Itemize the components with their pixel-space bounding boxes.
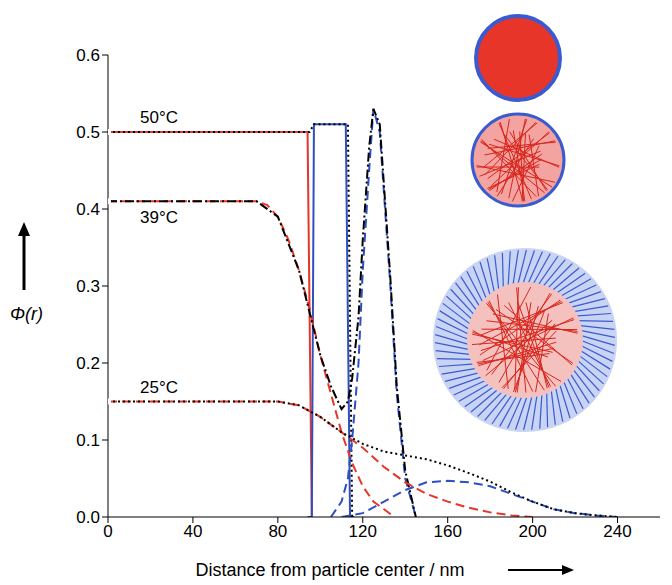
svg-text:200: 200 — [518, 522, 546, 541]
svg-text:39°C: 39°C — [140, 208, 178, 227]
svg-text:0.1: 0.1 — [76, 431, 100, 450]
svg-text:240: 240 — [603, 522, 631, 541]
svg-text:0.6: 0.6 — [76, 46, 100, 65]
svg-text:0.3: 0.3 — [76, 277, 100, 296]
svg-text:0.0: 0.0 — [76, 508, 100, 527]
svg-text:0.5: 0.5 — [76, 123, 100, 142]
svg-text:0: 0 — [103, 522, 112, 541]
svg-text:Φ(r): Φ(r) — [10, 304, 43, 324]
svg-text:80: 80 — [268, 522, 287, 541]
svg-text:25°C: 25°C — [140, 378, 178, 397]
svg-text:50°C: 50°C — [140, 108, 178, 127]
svg-text:0.4: 0.4 — [76, 200, 100, 219]
svg-text:Distance from particle center: Distance from particle center / nm — [195, 560, 464, 580]
svg-text:0.2: 0.2 — [76, 354, 100, 373]
svg-text:160: 160 — [434, 522, 462, 541]
svg-text:40: 40 — [183, 522, 202, 541]
svg-text:120: 120 — [349, 522, 377, 541]
